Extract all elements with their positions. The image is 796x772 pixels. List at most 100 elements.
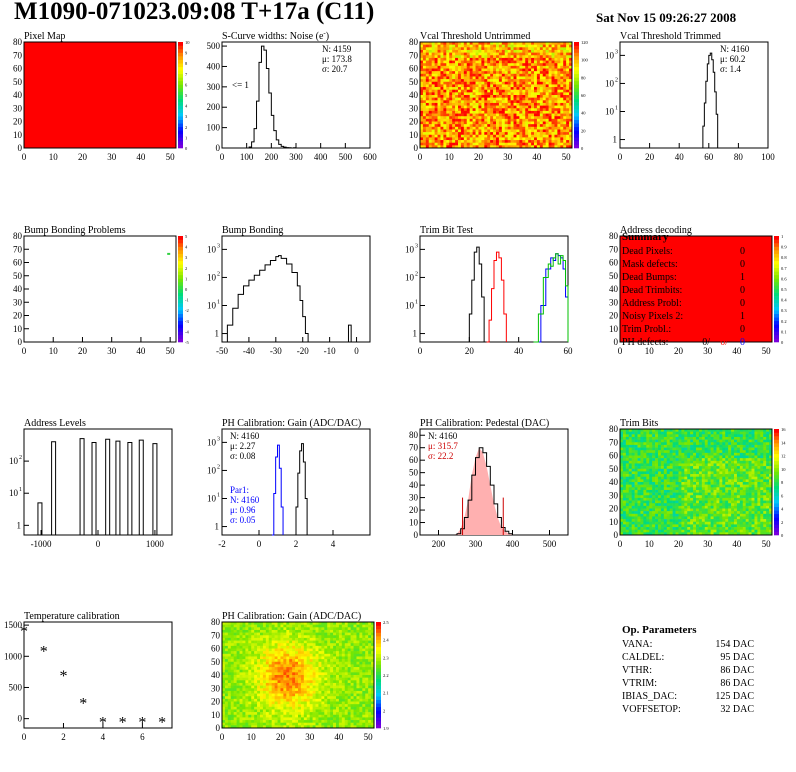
heatmap-cell	[460, 60, 465, 64]
heatmap-cell	[731, 450, 735, 454]
heatmap-cell	[748, 468, 752, 472]
heatmap-cell	[719, 492, 723, 496]
heatmap-cell	[745, 492, 749, 496]
heatmap-cell	[516, 47, 520, 51]
heatmap-cell	[475, 71, 479, 75]
heatmap-cell	[554, 100, 558, 104]
heatmap-cell	[539, 84, 544, 88]
heatmap-cell	[634, 513, 638, 517]
heatmap-cell	[478, 145, 482, 149]
heatmap-cell	[501, 81, 506, 85]
heatmap-cell	[513, 60, 517, 64]
heatmap-cell	[643, 484, 647, 488]
heatmap-cell	[707, 439, 711, 443]
heatmap-cell	[736, 527, 741, 530]
heatmap-cell	[693, 460, 697, 464]
heatmap-cell	[660, 463, 665, 467]
heatmap-cell	[496, 87, 500, 90]
heatmap-cell	[646, 505, 650, 509]
trim-bit-test-title: Trim Bit Test	[420, 225, 473, 236]
heatmap-cell	[519, 121, 523, 125]
palette-segment	[178, 70, 183, 75]
heatmap-cell	[446, 137, 450, 141]
heatmap-cell	[513, 65, 517, 69]
heatmap-cell	[646, 455, 650, 459]
heatmap-cell	[460, 110, 465, 114]
x-tick-label: 0	[257, 539, 262, 549]
heatmap-cell	[658, 431, 662, 435]
heatmap-cell	[631, 487, 635, 491]
heatmap-cell	[757, 492, 761, 496]
heatmap-cell	[513, 121, 517, 125]
heatmap-cell	[655, 500, 659, 504]
heatmap-cell	[643, 508, 647, 512]
heatmap-cell	[431, 137, 435, 141]
heatmap-cell	[560, 65, 564, 69]
heatmap-cell	[625, 458, 630, 462]
heatmap-cell	[681, 429, 685, 432]
heatmap-cell	[510, 87, 514, 90]
heatmap-cell	[672, 460, 676, 464]
heatmap-cell	[569, 42, 573, 45]
heatmap-cell	[698, 463, 703, 467]
heatmap-cell	[224, 648, 229, 652]
heatmap-cell	[437, 134, 441, 138]
heatmap-cell	[557, 121, 561, 125]
heatmap-cell	[731, 505, 735, 509]
heatmap-cell	[542, 71, 546, 75]
palette-segment	[774, 271, 779, 276]
heatmap-cell	[437, 105, 441, 109]
y-tick-label: 0	[614, 337, 619, 347]
heatmap-cell	[490, 63, 494, 67]
heatmap-cell	[731, 489, 735, 493]
heatmap-cell	[481, 105, 485, 109]
heatmap-cell	[434, 81, 438, 85]
heatmap-cell	[769, 489, 773, 493]
heatmap-cell	[516, 132, 520, 136]
heatmap-cell	[696, 516, 700, 520]
heatmap-cell	[569, 57, 573, 61]
heatmap-cell	[449, 57, 453, 61]
heatmap-cell	[536, 47, 541, 51]
heatmap-cell	[652, 431, 656, 435]
heatmap-cell	[643, 524, 647, 528]
heatmap-cell	[634, 500, 638, 504]
heatmap-cell	[731, 476, 735, 480]
heatmap-cell	[449, 102, 453, 106]
heatmap-cell	[666, 521, 670, 525]
palette-tick-label: 10	[781, 467, 786, 472]
heatmap-cell	[542, 81, 546, 85]
heatmap-cell	[496, 68, 500, 72]
heatmap-cell	[634, 429, 638, 432]
heatmap-cell	[690, 532, 694, 536]
heatmap-cell	[684, 455, 688, 459]
heatmap-cell	[734, 450, 738, 454]
heatmap-cell	[643, 511, 647, 515]
heatmap-cell	[536, 126, 541, 130]
heatmap-cell	[745, 436, 749, 440]
heatmap-cell	[754, 466, 758, 470]
heatmap-cell	[757, 521, 761, 525]
heatmap-cell	[548, 73, 552, 77]
heatmap-cell	[569, 79, 573, 83]
heatmap-cell	[769, 487, 773, 491]
heatmap-cell	[666, 519, 670, 523]
heatmap-cell	[620, 450, 624, 454]
heatmap-cell	[678, 466, 682, 470]
heatmap-cell	[719, 429, 723, 432]
heatmap-cell	[443, 68, 447, 72]
palette-segment	[774, 474, 779, 479]
heatmap-cell	[701, 429, 706, 432]
palette-tick-label: 3	[185, 114, 188, 119]
heatmap-cell	[687, 519, 691, 523]
heatmap-cell	[631, 489, 635, 493]
heatmap-cell	[643, 455, 647, 459]
heatmap-cell	[698, 508, 703, 512]
heatmap-cell	[655, 516, 659, 520]
heatmap-cell	[766, 466, 770, 470]
palette-segment	[574, 102, 579, 106]
heatmap-cell	[224, 682, 229, 686]
palette-tick-label: 16	[781, 427, 786, 432]
heatmap-cell	[687, 484, 691, 488]
heatmap-cell	[710, 444, 714, 448]
